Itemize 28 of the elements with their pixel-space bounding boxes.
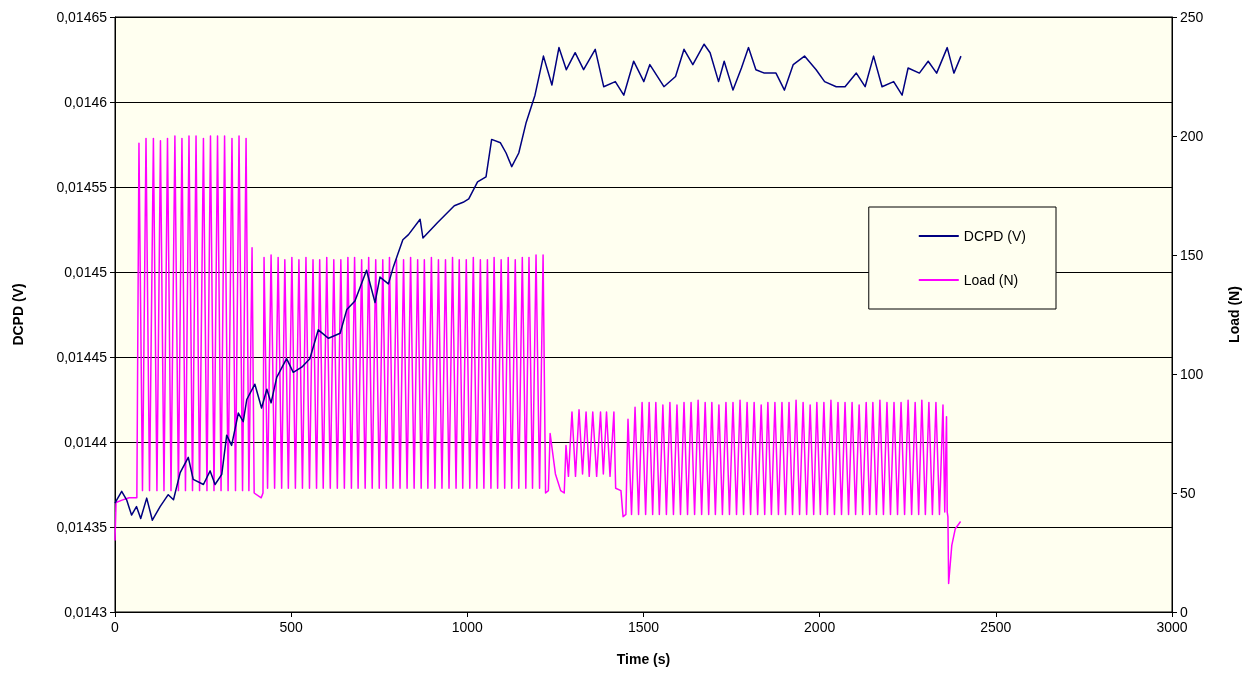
y-tick-label: 0,01455 <box>56 179 108 195</box>
y-tick-label: 0,01465 <box>56 9 108 25</box>
y2-tick-label: 0 <box>1180 604 1188 620</box>
line-series <box>114 43 962 521</box>
y2-tick-label: 50 <box>1180 485 1196 501</box>
x-tick-label: 500 <box>279 619 304 635</box>
x-tick-label: 3000 <box>1156 619 1188 635</box>
legend-label: DCPD (V) <box>963 228 1027 244</box>
x-tick-label: 2500 <box>980 619 1012 635</box>
x-tick-label: 1500 <box>627 619 660 635</box>
y-tick-label: 0,0145 <box>64 264 108 280</box>
line-series <box>114 135 962 585</box>
y2-tick-label: 250 <box>1180 9 1204 25</box>
x-tick-label: 0 <box>111 619 120 635</box>
y-tick-label: 0,01445 <box>56 349 108 365</box>
y2-tick-label: 100 <box>1180 366 1204 382</box>
y2-tick-label: 150 <box>1180 247 1204 263</box>
x-axis-title: Time (s) <box>616 651 671 667</box>
y2-axis-title: Load (N) <box>1226 286 1242 343</box>
y-tick-label: 0,0144 <box>64 434 108 450</box>
y-tick-label: 0,0146 <box>64 94 108 110</box>
y-tick-label: 0,01435 <box>56 519 108 535</box>
legend-label: Load (N) <box>963 272 1019 288</box>
x-tick-label: 2000 <box>804 619 836 635</box>
y-axis-title: DCPD (V) <box>10 283 26 346</box>
x-tick-label: 1000 <box>451 619 484 635</box>
y-tick-label: 0,0143 <box>64 604 108 620</box>
y2-tick-label: 200 <box>1180 128 1204 144</box>
